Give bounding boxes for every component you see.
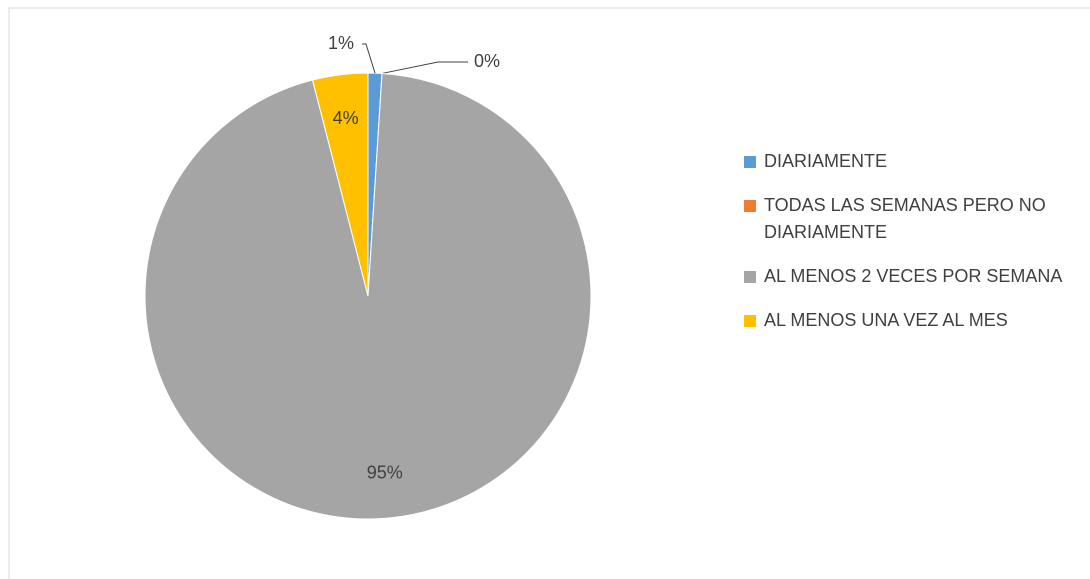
leader-line (362, 43, 376, 74)
legend-item: TODAS LAS SEMANAS PERO NO DIARIAMENTE (740, 192, 1084, 246)
leader-line (381, 61, 468, 74)
data-label: 95% (367, 462, 403, 482)
data-label: 0% (474, 51, 500, 71)
legend-swatch (744, 271, 756, 283)
legend-label: AL MENOS 2 VECES POR SEMANA (764, 266, 1063, 286)
legend-swatch (744, 315, 756, 327)
data-label: 1% (328, 33, 354, 53)
legend-swatch (744, 200, 756, 212)
legend-item: DIARIAMENTE (740, 148, 1084, 175)
legend-item: AL MENOS UNA VEZ AL MES (740, 307, 1084, 334)
data-label: 4% (333, 108, 359, 128)
legend: DIARIAMENTE TODAS LAS SEMANAS PERO NO DIA… (740, 148, 1080, 351)
legend-swatch (744, 156, 756, 168)
legend-item: AL MENOS 2 VECES POR SEMANA (740, 263, 1084, 290)
chart-frame (8, 7, 1090, 579)
legend-label: AL MENOS UNA VEZ AL MES (764, 310, 1008, 330)
legend-label: DIARIAMENTE (764, 151, 888, 171)
legend-label: TODAS LAS SEMANAS PERO NO DIARIAMENTE (764, 195, 1046, 242)
pie-slice (144, 72, 592, 520)
pie-slice (311, 72, 369, 297)
